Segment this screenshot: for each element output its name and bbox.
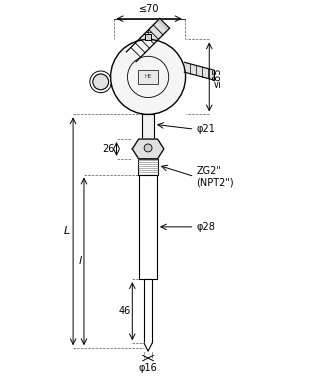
Polygon shape — [126, 20, 167, 62]
Text: φ16: φ16 — [139, 363, 158, 373]
Text: L: L — [64, 226, 70, 236]
Text: 46: 46 — [118, 306, 130, 316]
Polygon shape — [132, 139, 164, 159]
Text: 26: 26 — [102, 144, 115, 154]
Polygon shape — [158, 18, 170, 30]
Text: ≤70: ≤70 — [139, 4, 159, 14]
Text: ≤85: ≤85 — [212, 67, 222, 87]
Text: φ28: φ28 — [197, 222, 215, 232]
Text: ZG2"
(NPT2"): ZG2" (NPT2") — [197, 166, 234, 187]
Bar — [139, 175, 157, 279]
Circle shape — [111, 40, 186, 114]
Bar — [138, 70, 158, 84]
Bar — [142, 114, 154, 139]
Text: HE: HE — [144, 74, 152, 80]
Bar — [138, 159, 158, 175]
Circle shape — [93, 74, 109, 90]
Circle shape — [144, 144, 152, 152]
Bar — [144, 279, 152, 343]
Bar — [145, 34, 151, 40]
Text: φ21: φ21 — [197, 124, 215, 134]
Polygon shape — [144, 343, 152, 351]
Polygon shape — [184, 62, 214, 80]
Text: l: l — [78, 256, 82, 267]
